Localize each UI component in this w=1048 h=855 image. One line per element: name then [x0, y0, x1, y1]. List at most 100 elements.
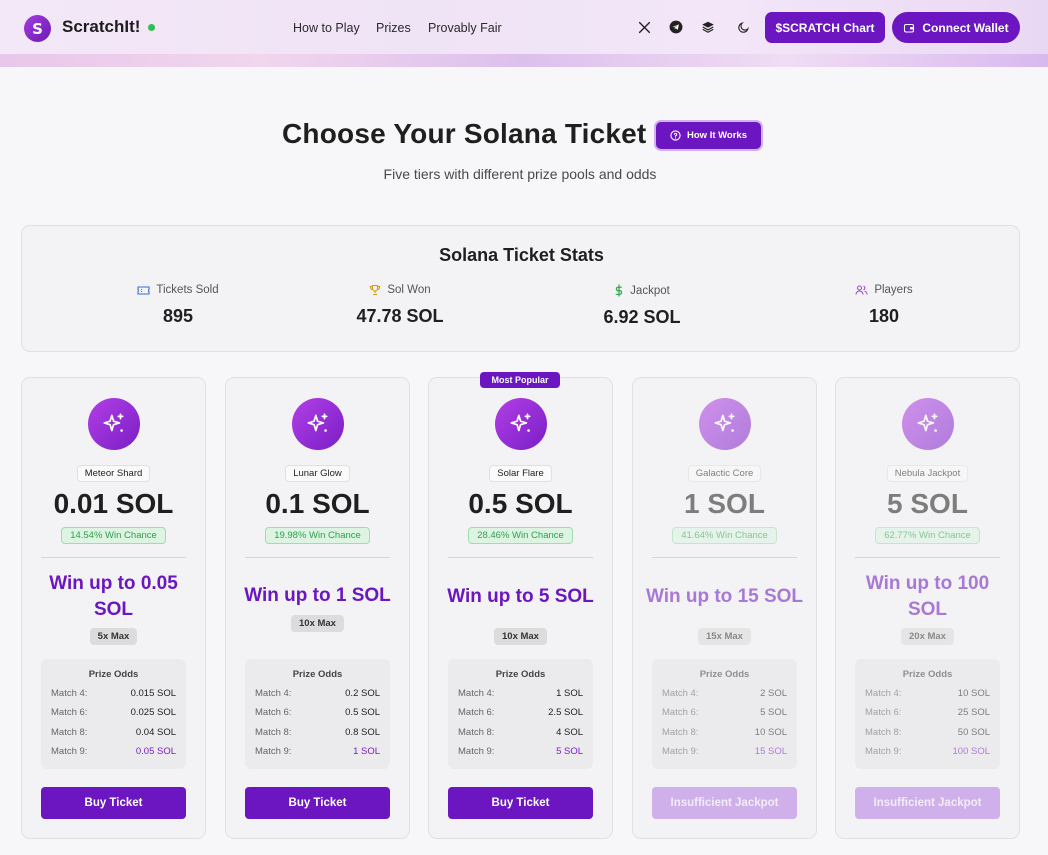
help-circle-icon — [670, 130, 681, 141]
odds-row: Match 6: 5 SOL — [662, 707, 787, 718]
prize-odds-title: Prize Odds — [699, 669, 750, 680]
prize-odds-title: Prize Odds — [902, 669, 953, 680]
sparkles-icon — [292, 398, 344, 450]
prize-odds-table: Prize Odds Match 4: 2 SOL Match 6: 5 SOL M… — [652, 659, 797, 769]
win-chance-badge: 14.54% Win Chance — [61, 527, 166, 544]
win-chance-badge: 41.64% Win Chance — [672, 527, 777, 544]
logo-letter: S — [32, 19, 43, 38]
wallet-icon — [904, 23, 915, 33]
sparkles-icon — [902, 398, 954, 450]
brand-name[interactable]: ScratchIt! — [62, 17, 141, 36]
buy-ticket-button[interactable]: Buy Ticket — [41, 787, 186, 819]
max-win-text: Win up to 5 SOL — [447, 586, 594, 607]
nav-how-to-play[interactable]: How to Play — [293, 21, 360, 35]
odds-row: Match 6: 0.5 SOL — [255, 707, 380, 718]
stat-label: Jackpot — [630, 284, 670, 297]
page-subtitle: Five tiers with different prize pools an… — [383, 166, 657, 182]
sparkles-icon — [495, 398, 547, 450]
ticket-price: 0.5 SOL — [468, 488, 573, 519]
ticket-icon — [137, 285, 150, 295]
header-decorative-strip — [0, 54, 1048, 67]
insufficient-jackpot-button[interactable]: Insufficient Jackpot — [652, 787, 797, 819]
card-divider — [448, 557, 593, 558]
stat-label: Tickets Sold — [156, 284, 219, 296]
max-win-text: Win up to 15 SOL — [645, 586, 804, 607]
odds-row: Match 9: 100 SOL — [865, 746, 990, 757]
odds-row: Match 8: 4 SOL — [458, 727, 583, 738]
layers-icon[interactable] — [699, 18, 717, 36]
max-multiplier-badge: 20x Max — [901, 628, 954, 645]
prize-odds-table: Prize Odds Match 4: 0.015 SOL Match 6: 0.0… — [41, 659, 186, 769]
odds-row: Match 6: 25 SOL — [865, 707, 990, 718]
prize-odds-table: Prize Odds Match 4: 1 SOL Match 6: 2.5 SOL… — [448, 659, 593, 769]
odds-row: Match 9: 15 SOL — [662, 746, 787, 757]
buy-ticket-button[interactable]: Buy Ticket — [448, 787, 593, 819]
stat-value: 895 — [162, 306, 194, 326]
odds-row: Match 4: 10 SOL — [865, 688, 990, 699]
max-multiplier-badge: 10x Max — [494, 628, 547, 645]
card-divider — [855, 557, 1000, 558]
card-divider — [652, 557, 797, 558]
tier-name: Meteor Shard — [76, 465, 151, 482]
max-win-text: Win up to 100 SOL — [865, 573, 990, 620]
dollar-icon — [615, 284, 623, 297]
ticket-card-meteor-shard: Meteor Shard 0.01 SOL 14.54% Win Chance … — [21, 377, 206, 839]
stat-jackpot: Jackpot 6.92 SOL — [542, 284, 742, 328]
trophy-icon — [370, 284, 381, 296]
ticket-stats-panel: Solana Ticket Stats Tickets Sold 895 Sol… — [21, 225, 1020, 352]
ticket-price: 5 SOL — [887, 488, 968, 519]
odds-row: Match 9: 5 SOL — [458, 746, 583, 757]
prize-odds-title: Prize Odds — [495, 669, 546, 680]
ticket-price: 0.01 SOL — [53, 488, 174, 519]
tier-name: Nebula Jackpot — [886, 465, 969, 482]
buy-ticket-button[interactable]: Buy Ticket — [245, 787, 390, 819]
prize-odds-title: Prize Odds — [88, 669, 139, 680]
odds-row: Match 9: 1 SOL — [255, 746, 380, 757]
odds-row: Match 8: 0.04 SOL — [51, 727, 176, 738]
card-divider — [41, 557, 186, 558]
stat-label: Sol Won — [387, 284, 431, 296]
odds-row: Match 8: 10 SOL — [662, 727, 787, 738]
stat-value: 180 — [868, 306, 900, 326]
ticket-card-solar-flare: Solar Flare 0.5 SOL 28.46% Win Chance Wi… — [428, 377, 613, 839]
ticket-card-galactic-core: Galactic Core 1 SOL 41.64% Win Chance Wi… — [632, 377, 817, 839]
odds-row: Match 8: 0.8 SOL — [255, 727, 380, 738]
ticket-card-lunar-glow: Lunar Glow 0.1 SOL 19.98% Win Chance Win… — [225, 377, 410, 839]
nav-prizes[interactable]: Prizes — [376, 21, 411, 35]
how-it-works-button[interactable]: How It Works — [656, 122, 761, 149]
prize-odds-table: Prize Odds Match 4: 10 SOL Match 6: 25 SOL… — [855, 659, 1000, 769]
stat-value: 6.92 SOL — [603, 307, 681, 327]
max-win-text: Win up to 1 SOL — [244, 585, 391, 606]
odds-row: Match 9: 0.05 SOL — [51, 746, 176, 757]
page-title: Choose Your Solana Ticket — [282, 118, 647, 149]
insufficient-jackpot-button[interactable]: Insufficient Jackpot — [855, 787, 1000, 819]
odds-row: Match 6: 2.5 SOL — [458, 707, 583, 718]
telegram-icon[interactable] — [667, 18, 685, 36]
moon-icon[interactable] — [734, 18, 752, 36]
status-dot-icon — [148, 24, 155, 31]
odds-row: Match 4: 1 SOL — [458, 688, 583, 699]
win-chance-badge: 28.46% Win Chance — [468, 527, 573, 544]
tier-name: Solar Flare — [489, 465, 552, 482]
stat-value: 47.78 SOL — [356, 306, 444, 326]
odds-row: Match 8: 50 SOL — [865, 727, 990, 738]
connect-wallet-button[interactable]: Connect Wallet — [892, 12, 1020, 43]
tier-name: Galactic Core — [687, 465, 762, 482]
top-nav-bar: S ScratchIt! How to Play Prizes Provably… — [0, 0, 1048, 67]
prize-odds-table: Prize Odds Match 4: 0.2 SOL Match 6: 0.5 S… — [245, 659, 390, 769]
win-chance-badge: 62.77% Win Chance — [875, 527, 980, 544]
stats-title: Solana Ticket Stats — [439, 245, 604, 265]
connect-wallet-label: Connect Wallet — [922, 20, 1009, 35]
stat-sol-won: Sol Won 47.78 SOL — [300, 284, 500, 327]
prize-odds-title: Prize Odds — [292, 669, 343, 680]
odds-row: Match 4: 2 SOL — [662, 688, 787, 699]
scratch-chart-button[interactable]: $SCRATCH Chart — [765, 12, 885, 43]
most-popular-badge: Most Popular — [480, 372, 560, 388]
logo-icon[interactable]: S — [24, 15, 51, 42]
tier-name: Lunar Glow — [285, 465, 350, 482]
how-it-works-label: How It Works — [687, 130, 747, 141]
nav-provably-fair[interactable]: Provably Fair — [428, 21, 502, 35]
x-icon[interactable] — [635, 18, 653, 36]
ticket-price: 0.1 SOL — [265, 488, 370, 519]
odds-row: Match 4: 0.015 SOL — [51, 688, 176, 699]
